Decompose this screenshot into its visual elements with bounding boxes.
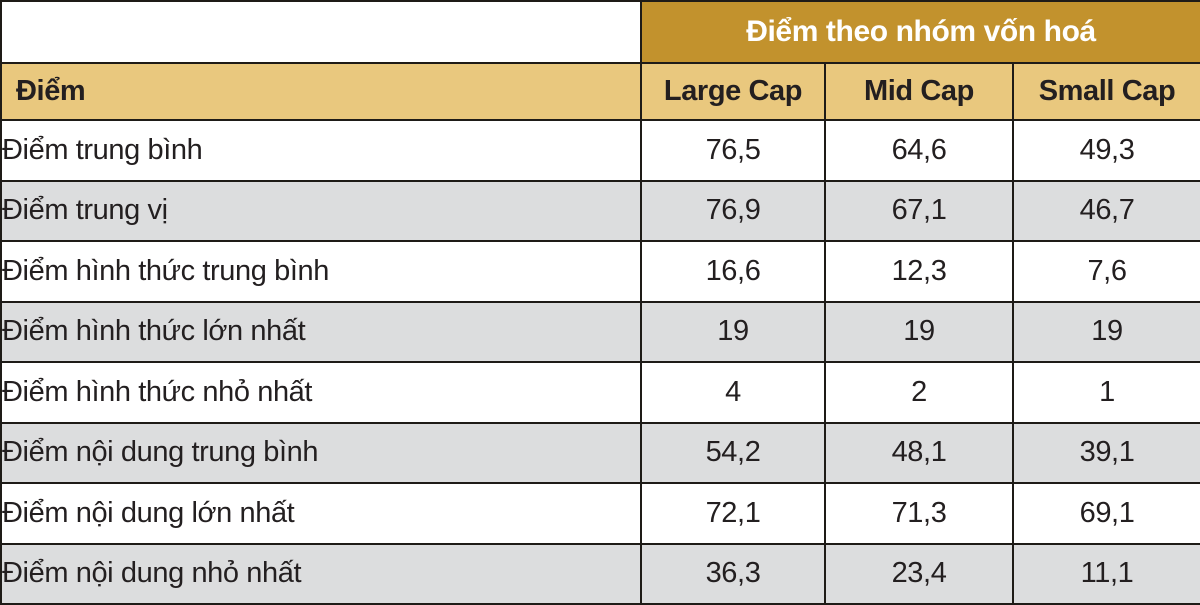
value-cell: 1 [1011,361,1200,424]
column-header-large-cap: Large Cap [640,62,826,121]
table-row: Điểm nội dung nhỏ nhất 36,3 23,4 11,1 [0,542,1200,605]
value-cell: 4 [640,361,826,424]
value-cell: 2 [824,361,1014,424]
value-cell: 64,6 [824,119,1014,182]
row-label: Điểm hình thức lớn nhất [0,300,642,363]
column-header-row: Điểm Large Cap Mid Cap Small Cap [0,62,1200,121]
value-cell: 19 [1011,300,1200,363]
value-cell: 67,1 [824,179,1014,242]
row-header-diem: Điểm [0,62,642,121]
value-cell: 7,6 [1011,240,1200,303]
column-header-small-cap: Small Cap [1011,62,1200,121]
value-cell: 76,9 [640,179,826,242]
value-cell: 12,3 [824,240,1014,303]
table-row: Điểm hình thức trung bình 16,6 12,3 7,6 [0,240,1200,303]
value-cell: 48,1 [824,421,1014,484]
table-row: Điểm hình thức nhỏ nhất 4 2 1 [0,361,1200,424]
group-header-row: Điểm theo nhóm vốn hoá [0,0,1200,64]
table-row: Điểm trung vị 76,9 67,1 46,7 [0,179,1200,242]
row-label: Điểm trung bình [0,119,642,182]
corner-cell [0,0,642,64]
value-cell: 36,3 [640,542,826,605]
table-row: Điểm trung bình 76,5 64,6 49,3 [0,119,1200,182]
row-label: Điểm nội dung nhỏ nhất [0,542,642,605]
value-cell: 71,3 [824,482,1014,545]
value-cell: 46,7 [1011,179,1200,242]
value-cell: 11,1 [1011,542,1200,605]
row-label: Điểm hình thức trung bình [0,240,642,303]
value-cell: 19 [640,300,826,363]
value-cell: 54,2 [640,421,826,484]
row-label: Điểm nội dung lớn nhất [0,482,642,545]
value-cell: 19 [824,300,1014,363]
table-row: Điểm hình thức lớn nhất 19 19 19 [0,300,1200,363]
value-cell: 39,1 [1011,421,1200,484]
table-row: Điểm nội dung trung bình 54,2 48,1 39,1 [0,421,1200,484]
value-cell: 69,1 [1011,482,1200,545]
value-cell: 49,3 [1011,119,1200,182]
row-label: Điểm hình thức nhỏ nhất [0,361,642,424]
table-row: Điểm nội dung lớn nhất 72,1 71,3 69,1 [0,482,1200,545]
value-cell: 72,1 [640,482,826,545]
value-cell: 16,6 [640,240,826,303]
row-label: Điểm nội dung trung bình [0,421,642,484]
column-header-mid-cap: Mid Cap [824,62,1014,121]
value-cell: 76,5 [640,119,826,182]
row-label: Điểm trung vị [0,179,642,242]
value-cell: 23,4 [824,542,1014,605]
group-header: Điểm theo nhóm vốn hoá [639,0,1200,64]
